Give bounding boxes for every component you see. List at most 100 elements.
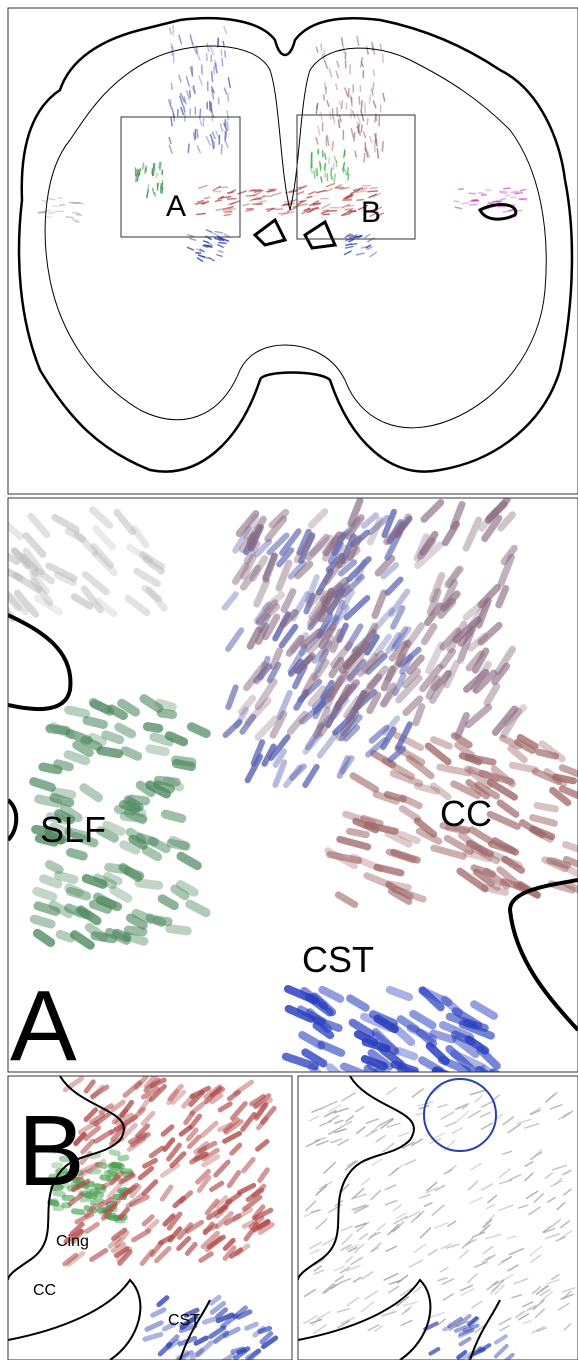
fiber-glyph (141, 162, 145, 170)
fiber-glyph (380, 682, 397, 708)
fiber-glyph (370, 88, 374, 96)
fiber-glyph (189, 1347, 205, 1360)
fiber-glyph (166, 1211, 183, 1231)
fiber-glyph (350, 128, 355, 139)
fiber-glyph (92, 525, 116, 551)
fiber-glyph (371, 206, 383, 213)
fiber-glyph (474, 1066, 491, 1072)
fiber-glyph (344, 208, 354, 211)
fiber-glyph (396, 1064, 421, 1072)
fiber-glyph (180, 92, 186, 103)
fiber-glyph (413, 817, 438, 838)
fiber-glyph (499, 734, 523, 750)
fiber-glyph (338, 714, 363, 742)
fiber-glyph (510, 191, 519, 195)
fiber-glyph (156, 181, 160, 188)
fiber-glyph (346, 535, 363, 561)
fiber-glyph (554, 1177, 563, 1186)
fiber-glyph (499, 1325, 510, 1332)
fiber-glyph (203, 1085, 223, 1105)
fiber-glyph (205, 135, 211, 146)
fiber-glyph (514, 191, 524, 195)
fiber-glyph (44, 860, 64, 875)
fiber-glyph (306, 588, 326, 608)
fiber-glyph (323, 1109, 337, 1118)
fiber-glyph (312, 202, 321, 206)
fiber-glyph (262, 552, 279, 583)
fiber-glyph (225, 627, 245, 653)
overview-panel (17, 16, 574, 473)
fiber-glyph (265, 207, 276, 211)
fiber-glyph (188, 1090, 205, 1107)
fiber-glyph (269, 647, 284, 670)
fiber-glyph (74, 1211, 95, 1225)
fiber-glyph (309, 166, 313, 174)
fiber-glyph (192, 84, 196, 95)
fiber-glyph (480, 1122, 494, 1130)
fiber-glyph (376, 148, 380, 159)
fiber-glyph (175, 880, 199, 897)
fiber-glyph (287, 643, 308, 675)
fiber-glyph (365, 244, 372, 249)
fiber-glyph (390, 626, 412, 652)
fiber-glyph (372, 45, 376, 55)
fiber-glyph (13, 589, 40, 618)
fiber-glyph (74, 1169, 89, 1182)
fiber-glyph (90, 1084, 110, 1099)
fiber-glyph (497, 1255, 512, 1266)
fiber-glyph (224, 50, 227, 58)
fiber-glyph (546, 1279, 560, 1285)
fiber-glyph (71, 1208, 85, 1216)
fiber-glyph (170, 884, 190, 901)
fiber-glyph (236, 1346, 251, 1355)
fiber-glyph (167, 99, 173, 109)
fiber-glyph (456, 1110, 470, 1122)
fiber-glyph (315, 189, 327, 194)
fiber-glyph (74, 531, 99, 556)
fiber-glyph (41, 199, 48, 203)
fiber-glyph (229, 1142, 243, 1156)
fiber-glyph (372, 69, 376, 77)
fiber-glyph (369, 251, 378, 258)
fiber-glyph (212, 232, 221, 238)
fiber-glyph (228, 189, 237, 194)
fiber-glyph (165, 924, 192, 936)
fiber-glyph (451, 1007, 483, 1029)
fiber-glyph (261, 591, 285, 612)
fiber-glyph (518, 197, 528, 201)
fiber-glyph (158, 161, 161, 169)
fiber-glyph (497, 553, 515, 587)
fiber-glyph (434, 1184, 446, 1192)
fiber-glyph (313, 1258, 325, 1266)
fiber-glyph (427, 1248, 438, 1256)
fiber-glyph (361, 1301, 374, 1313)
fiber-glyph (33, 901, 61, 916)
fiber-glyph (190, 65, 194, 77)
fiber-glyph (318, 1181, 333, 1190)
fiber-glyph (321, 54, 326, 63)
fiber-glyph (92, 873, 117, 890)
fiber-glyph (218, 241, 227, 245)
fiber-glyph (304, 722, 325, 751)
fiber-glyph (305, 1139, 320, 1148)
fiber-glyph (562, 855, 578, 868)
tract-label: CST (302, 939, 374, 980)
gray-matter-outline (44, 45, 547, 429)
fiber-glyph (360, 100, 363, 112)
fiber-glyph (196, 128, 199, 139)
fiber-glyph (472, 868, 501, 892)
fiber-glyph (349, 853, 384, 873)
fiber-glyph (323, 1283, 337, 1294)
fiber-glyph (405, 1210, 421, 1220)
fiber-glyph (312, 170, 316, 179)
fiber-glyph (409, 1009, 437, 1030)
fiber-glyph (483, 682, 501, 707)
fiber-glyph (55, 929, 76, 943)
fiber-glyph (22, 547, 45, 576)
fiber-glyph (242, 661, 268, 692)
fiber-glyph (370, 1189, 382, 1201)
fiber-glyph (139, 550, 166, 571)
fiber-glyph (493, 1334, 508, 1345)
fiber-glyph (388, 1279, 403, 1285)
fiber-glyph (202, 240, 210, 244)
